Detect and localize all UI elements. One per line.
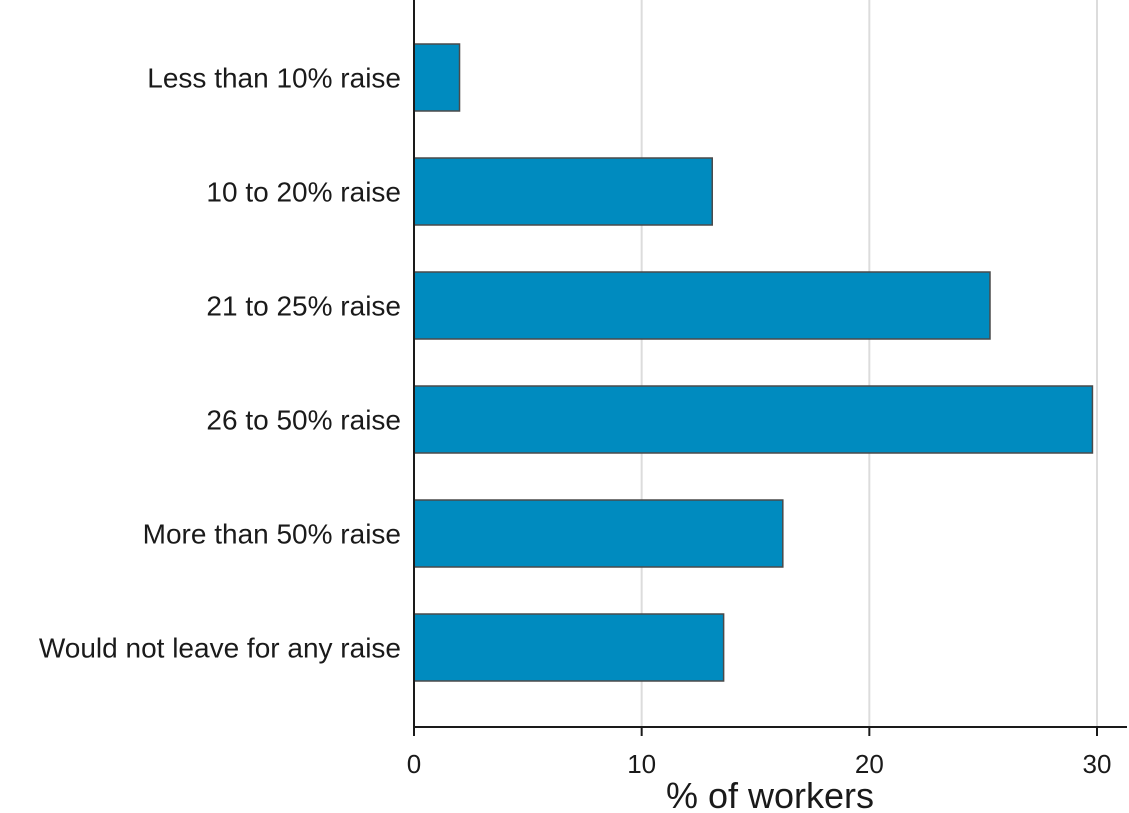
x-tick-label: 20 xyxy=(855,749,884,779)
category-label: 21 to 25% raise xyxy=(206,291,401,322)
bars xyxy=(413,43,1094,682)
bar xyxy=(413,499,784,568)
category-label: 26 to 50% raise xyxy=(206,405,401,436)
x-tick-label: 30 xyxy=(1083,749,1112,779)
axes xyxy=(413,0,1127,728)
category-label: 10 to 20% raise xyxy=(206,177,401,208)
x-axis-title: % of workers xyxy=(666,775,874,813)
bar xyxy=(413,613,725,682)
category-label: More than 50% raise xyxy=(143,519,401,550)
bar xyxy=(413,385,1094,454)
category-labels: Less than 10% raise 10 to 20% raise 21 to … xyxy=(39,63,401,664)
x-tick-label: 0 xyxy=(407,749,421,779)
gridlines xyxy=(640,0,1098,727)
bar xyxy=(413,271,991,340)
category-label: Less than 10% raise xyxy=(147,63,401,94)
bar xyxy=(413,157,713,226)
x-tick-label: 10 xyxy=(627,749,656,779)
x-ticks: 0 10 20 30 xyxy=(407,727,1112,779)
category-label: Would not leave for any raise xyxy=(39,633,401,664)
bar xyxy=(413,43,461,112)
